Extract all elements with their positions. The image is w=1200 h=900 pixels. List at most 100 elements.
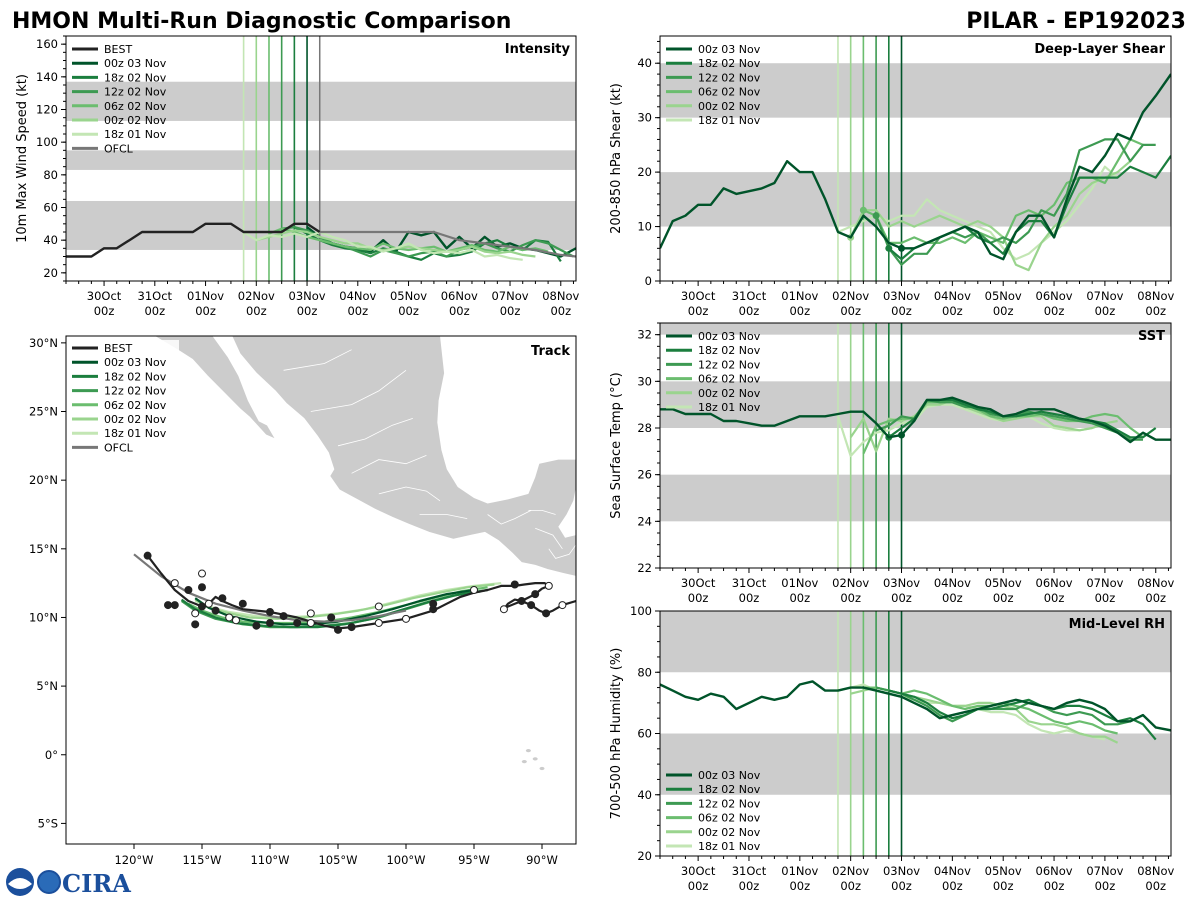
panel-title: Track (531, 344, 570, 359)
legend-label-12z-02-nov: 12z 02 Nov (698, 71, 761, 84)
x-tick-label: 03Nov (883, 864, 920, 878)
track-position-marker (470, 586, 478, 594)
y-tick-label: 26 (637, 468, 652, 482)
legend-box (69, 340, 179, 458)
lon-tick-label: 105°W (318, 853, 357, 867)
lon-tick-label: 95°W (458, 853, 490, 867)
legend-label-06z-02-nov: 06z 02 Nov (698, 812, 761, 825)
shade-band-2 (660, 611, 1171, 673)
track-panel: 120°W 115°W 110°W 105°W 100°W 95°W 90°W 5°S 0° 5°… (29, 335, 577, 867)
track-position-marker (558, 601, 567, 610)
y-tick-label: 28 (637, 421, 652, 435)
y-tick-label: 40 (637, 788, 652, 802)
y-tick-label: 100 (36, 135, 58, 149)
y-tick-label: 32 (637, 328, 652, 342)
track-position-marker (527, 601, 536, 610)
x-tick-label: 01Nov (781, 864, 818, 878)
x-tick-label-hour: 00z (739, 304, 760, 318)
x-tick-label: 31Oct (138, 289, 173, 303)
init-marker-18z-02-nov (885, 244, 893, 252)
x-tick-label-hour: 00z (1095, 879, 1116, 893)
axes-frame (65, 335, 577, 845)
x-tick-label: 03Nov (883, 289, 920, 303)
lon-tick-label: 110°W (250, 853, 289, 867)
y-tick-label: 10 (637, 220, 652, 234)
y-tick-label: 30 (637, 111, 652, 125)
legend-label-best: BEST (104, 342, 132, 355)
track-line-ofcl (133, 553, 407, 623)
track-position-marker (402, 614, 410, 623)
x-tick-label: 08Nov (1137, 289, 1174, 303)
lon-tick-label: 115°W (182, 853, 221, 867)
track-position-marker (225, 613, 234, 622)
track-position-marker (191, 609, 200, 618)
x-tick-label: 05Nov (985, 864, 1022, 878)
intensity-panel: 30Oct00z31Oct00z01Nov00z02Nov00z03Nov00z… (15, 35, 580, 318)
x-tick-label: 08Nov (1137, 576, 1174, 590)
y-axis-label: 200-850 hPa Shear (kt) (609, 83, 624, 234)
gulf-of-mexico (437, 336, 576, 504)
x-tick-label: 02Nov (832, 576, 869, 590)
x-tick-label: 02Nov (832, 289, 869, 303)
galapagos-island (539, 766, 545, 771)
legend-label-12z-02-nov: 12z 02 Nov (104, 385, 167, 398)
track-position-marker (143, 551, 152, 560)
shear-panel: 30Oct00z31Oct00z01Nov00z02Nov00z03Nov00z… (609, 35, 1174, 318)
caribbean-sea (558, 487, 576, 538)
x-tick-label-hour: 00z (891, 879, 912, 893)
x-tick-label-hour: 00z (942, 879, 963, 893)
track-position-marker (198, 583, 206, 592)
x-tick-label: 03Nov (289, 289, 326, 303)
x-tick-label-hour: 00z (993, 304, 1014, 318)
legend-label-best: BEST (104, 43, 132, 56)
series-line-06z-02-nov (862, 138, 1144, 244)
axes-frame (659, 322, 1172, 569)
series-line-best (66, 222, 321, 258)
x-tick-label: 04Nov (934, 576, 971, 590)
track-position-marker (517, 596, 526, 605)
state-border (535, 527, 563, 550)
track-position-marker (232, 616, 240, 625)
x-tick-label-hour: 00z (297, 304, 318, 318)
galapagos-island (525, 749, 531, 753)
lat-tick-label: 20°N (29, 473, 58, 487)
track-position-marker (306, 609, 315, 618)
track-position-marker (499, 605, 508, 614)
sst-panel: 30Oct00z31Oct00z01Nov00z02Nov00z03Nov00z… (609, 322, 1174, 605)
y-tick-label: 20 (637, 849, 652, 863)
x-tick-label: 31Oct (732, 864, 767, 878)
x-tick-label: 07Nov (1086, 289, 1123, 303)
track-position-marker (429, 605, 438, 614)
x-tick-label: 05Nov (985, 289, 1022, 303)
x-tick-label: 04Nov (934, 864, 971, 878)
track-position-marker (184, 586, 193, 594)
track-position-marker (334, 625, 342, 634)
x-tick-label: 02Nov (238, 289, 275, 303)
legend-label-00z-03-nov: 00z 03 Nov (698, 43, 761, 56)
y-tick-label: 120 (36, 103, 58, 117)
legend-label-06z-02-nov: 06z 02 Nov (698, 373, 761, 386)
y-tick-label: 20 (43, 266, 58, 280)
legend-label-06z-02-nov: 06z 02 Nov (104, 100, 167, 113)
x-tick-label-hour: 00z (840, 304, 861, 318)
cira-logo: CIRA (6, 868, 131, 898)
state-border (310, 369, 407, 412)
lat-tick-label: 25°N (29, 405, 58, 419)
track-position-marker (374, 602, 383, 611)
track-position-marker (204, 599, 213, 608)
legend-label-18z-02-nov: 18z 02 Nov (698, 783, 761, 796)
track-position-marker (238, 599, 247, 608)
x-tick-label-hour: 00z (1145, 879, 1166, 893)
y-axis-label: Sea Surface Temp (°C) (609, 372, 624, 519)
x-tick-label-hour: 00z (195, 304, 216, 318)
x-tick-label: 01Nov (781, 576, 818, 590)
state-border (548, 544, 576, 559)
x-tick-label-hour: 00z (993, 879, 1014, 893)
y-tick-label: 80 (43, 168, 58, 182)
x-tick-label: 07Nov (491, 289, 528, 303)
x-tick-label: 04Nov (934, 289, 971, 303)
init-marker-06z-02-nov (859, 206, 867, 214)
panel-title: Intensity (505, 42, 571, 57)
shade-band-1 (660, 733, 1171, 795)
